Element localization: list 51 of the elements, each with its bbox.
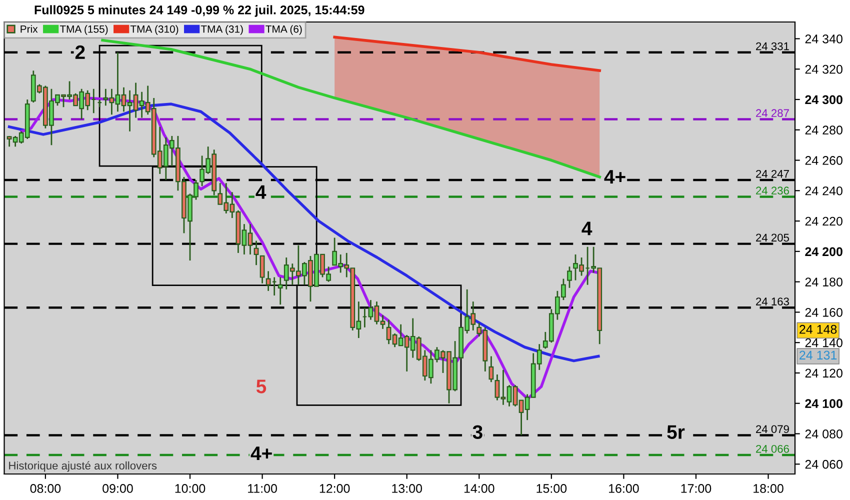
ref-line-label: 24 287 (756, 109, 789, 118)
y-tick-label: 24 080 (805, 430, 842, 438)
y-tick-label: 24 140 (805, 338, 842, 348)
x-tick-label: 14:00 (464, 484, 494, 493)
x-tick-label: 17:00 (681, 484, 712, 493)
y-tick-label: 24 160 (805, 308, 842, 317)
annotation: Historique ajusté aux rollovers (9, 461, 157, 472)
annotation: 4+ (250, 446, 272, 460)
y-tick-label: 24 240 (805, 186, 842, 196)
ref-line-label: 24 163 (756, 298, 789, 306)
x-tick-label: 09:00 (102, 484, 133, 493)
ref-line-label: 24 331 (756, 42, 789, 50)
annotation: 4 (582, 222, 592, 236)
annotation: 4 (256, 185, 266, 199)
x-tick-label: 11:00 (248, 484, 277, 493)
legend-label: Prix (20, 25, 38, 33)
x-tick-label: 16:00 (609, 484, 639, 493)
ref-line-label: 24 236 (756, 186, 789, 195)
ref-line-label: 24 066 (756, 444, 789, 453)
legend-label: TMA (31) (200, 25, 243, 35)
annotation: 2 (75, 45, 85, 59)
y-tick-label: 24 220 (805, 216, 842, 226)
annotation: 4+ (604, 170, 626, 184)
y-tick-label: 24 120 (805, 368, 842, 378)
y-tick-label: 24 200 (805, 247, 842, 256)
legend-label: TMA (6) (266, 25, 302, 35)
legend-label: TMA (310) (130, 25, 178, 35)
ref-line-label: 24 247 (756, 170, 789, 178)
x-tick-label: 18:00 (754, 484, 784, 493)
y-tick-label: 24 100 (805, 399, 842, 408)
y-tick-label: 24 280 (805, 126, 842, 135)
x-tick-label: 13:00 (392, 484, 422, 493)
x-tick-label: 15:00 (536, 484, 567, 493)
ref-line-label: 24 205 (756, 234, 789, 242)
annotation: 24 131 (800, 350, 837, 360)
y-tick-label: 24 340 (805, 34, 842, 44)
y-tick-label: 24 180 (805, 278, 842, 286)
y-tick-label: 24 300 (805, 95, 842, 104)
x-tick-label: 10:00 (175, 484, 206, 493)
y-tick-label: 24 320 (805, 64, 842, 74)
annotation: 5 (256, 380, 266, 394)
annotation: 3 (472, 425, 482, 439)
x-tick-label: 12:00 (320, 484, 350, 493)
y-tick-label: 24 060 (805, 460, 842, 469)
x-tick-label: 08:00 (30, 484, 61, 493)
y-tick-label: 24 260 (805, 156, 842, 165)
legend-label: TMA (155) (60, 25, 108, 35)
chart-title: Full0925 5 minutes 24 149 -0,99 % 22 juil. 2025, 15:44:59 (34, 5, 364, 17)
annotation: 5r (667, 425, 685, 439)
ref-line-label: 24 079 (756, 425, 789, 434)
annotation: 24 148 (800, 324, 837, 334)
